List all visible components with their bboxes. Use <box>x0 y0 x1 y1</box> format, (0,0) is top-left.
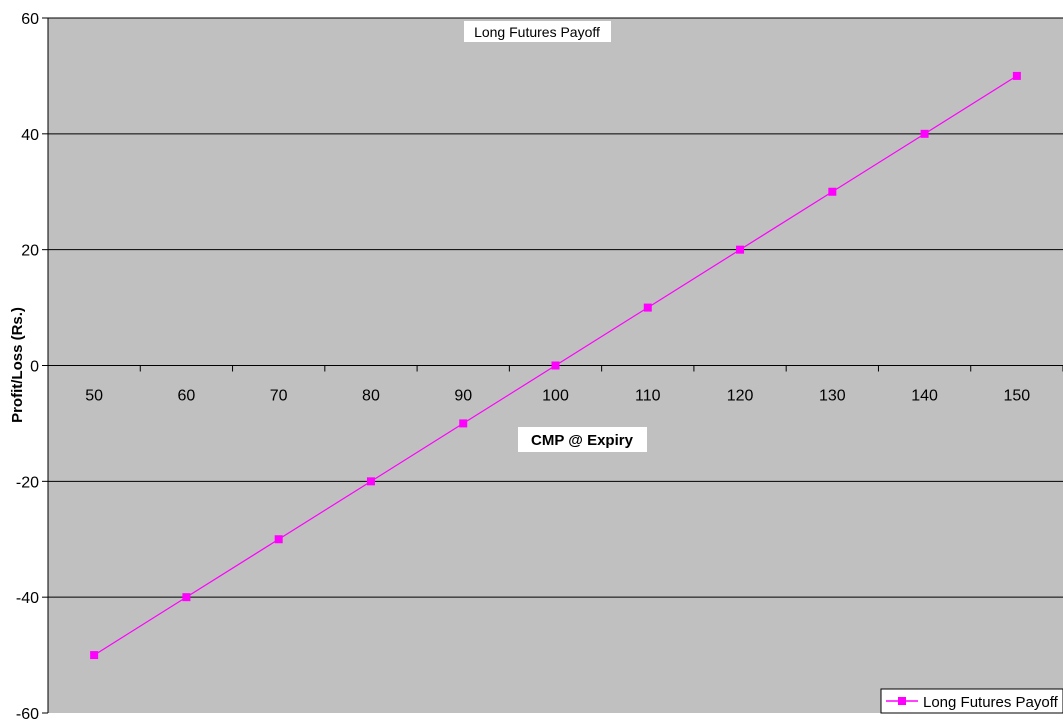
data-point <box>90 651 99 660</box>
y-tick-label: -60 <box>16 706 39 722</box>
svg-text:CMP @ Expiry: CMP @ Expiry <box>531 432 634 449</box>
legend-square-marker <box>898 697 906 705</box>
series-long-futures-payoff <box>90 71 1021 660</box>
y-tick-label: -20 <box>16 474 39 491</box>
data-point <box>1012 71 1021 80</box>
x-tick-label: 90 <box>454 388 472 405</box>
data-point <box>459 419 468 428</box>
x-tick-label: 70 <box>270 388 288 405</box>
x-axis-title: CMP @ Expiry <box>518 427 647 452</box>
x-tick-label: 150 <box>1004 388 1031 405</box>
x-tick-label: 100 <box>542 388 569 405</box>
data-point <box>274 535 283 544</box>
data-point <box>182 593 191 602</box>
data-point <box>828 187 837 196</box>
data-point <box>551 361 560 370</box>
x-tick-label: 140 <box>911 388 938 405</box>
legend: Long Futures Payoff <box>880 688 1063 714</box>
svg-text:Long Futures Payoff: Long Futures Payoff <box>474 24 600 40</box>
chart-title: Long Futures Payoff <box>464 21 611 42</box>
y-tick-label: -40 <box>16 590 39 607</box>
x-tick-label: 50 <box>85 388 103 405</box>
x-tick-label: 120 <box>727 388 754 405</box>
y-tick-label: 20 <box>21 243 39 260</box>
data-point <box>366 477 375 486</box>
data-point <box>736 245 745 254</box>
legend-label: Long Futures Payoff <box>923 694 1059 711</box>
y-tick-label: 60 <box>21 11 39 28</box>
y-tick-label: 40 <box>21 127 39 144</box>
y-tick-label: 0 <box>30 359 39 376</box>
x-tick-label: 80 <box>362 388 380 405</box>
x-tick-label: 110 <box>635 388 661 405</box>
x-axis-ticks: 50 60 70 80 90 100 110 120 130 140 150 <box>47 365 1063 405</box>
x-tick-label: 60 <box>178 388 196 405</box>
data-point <box>643 303 652 312</box>
y-axis-ticks: -60 -40 -20 0 20 40 60 <box>16 11 48 722</box>
data-point <box>920 129 929 138</box>
y-axis-title: Profit/Loss (Rs.) <box>9 307 26 423</box>
x-tick-label: 130 <box>819 388 846 405</box>
